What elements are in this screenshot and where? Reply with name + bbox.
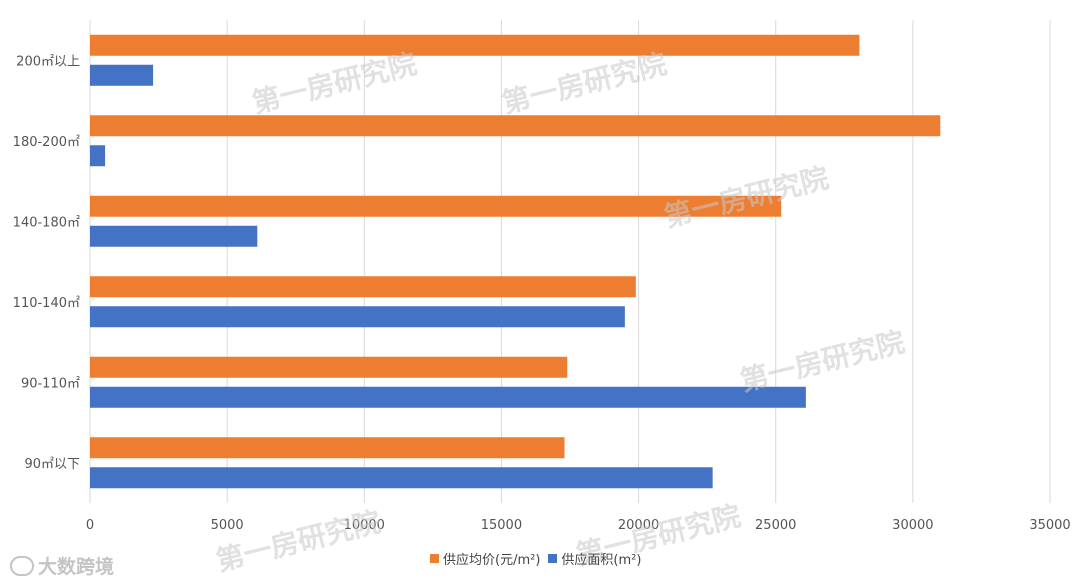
bar-area: [90, 64, 154, 86]
y-category-label: 90㎡以下: [24, 457, 80, 472]
bar-area: [90, 225, 258, 247]
x-tick-label: 10000: [344, 518, 385, 533]
y-category-label: 200㎡以上: [16, 54, 80, 69]
bars: [90, 34, 941, 489]
y-axis-labels: 200㎡以上 180-200㎡ 140-180㎡ 110-140㎡ 90-110㎡ 90㎡…: [13, 54, 80, 472]
legend-item-price: 供应均价(元/m²): [430, 549, 540, 568]
x-axis-labels: 0 5000 10000 15000 20000 25000 30000 35000: [86, 518, 1071, 533]
grid-lines: [89, 20, 1051, 503]
y-category-label: 110-140㎡: [13, 296, 80, 311]
bar-price: [90, 356, 568, 378]
brand-watermark: 大数跨境: [10, 552, 114, 579]
y-category-label: 140-180㎡: [13, 215, 80, 230]
bar-price: [90, 115, 941, 137]
bar-area: [90, 386, 806, 408]
bar-area: [90, 306, 625, 328]
x-tick-label: 25000: [755, 518, 796, 533]
bar-price: [90, 437, 565, 459]
bar-area: [90, 145, 106, 167]
x-tick-label: 35000: [1029, 518, 1070, 533]
x-tick-label: 15000: [481, 518, 522, 533]
bar-price: [90, 34, 860, 56]
bar-price: [90, 195, 782, 217]
x-tick-label: 30000: [892, 518, 933, 533]
y-category-label: 180-200㎡: [13, 135, 80, 150]
x-tick-label: 5000: [211, 518, 244, 533]
brand-logo-icon: [10, 555, 34, 576]
y-category-label: 90-110㎡: [21, 376, 80, 391]
bar-area: [90, 467, 713, 489]
legend-swatch-blue: [548, 554, 558, 563]
legend-swatch-orange: [430, 554, 439, 563]
legend: 供应均价(元/m²) 供应面积(m²): [430, 549, 641, 568]
legend-label: 供应均价(元/m²): [443, 553, 541, 568]
x-tick-label: 0: [86, 518, 94, 533]
brand-text: 大数跨境: [38, 556, 115, 578]
legend-item-area: 供应面积(m²): [548, 549, 641, 568]
x-tick-label: 20000: [618, 518, 659, 533]
legend-label: 供应面积(m²): [561, 553, 642, 568]
bar-price: [90, 276, 636, 298]
